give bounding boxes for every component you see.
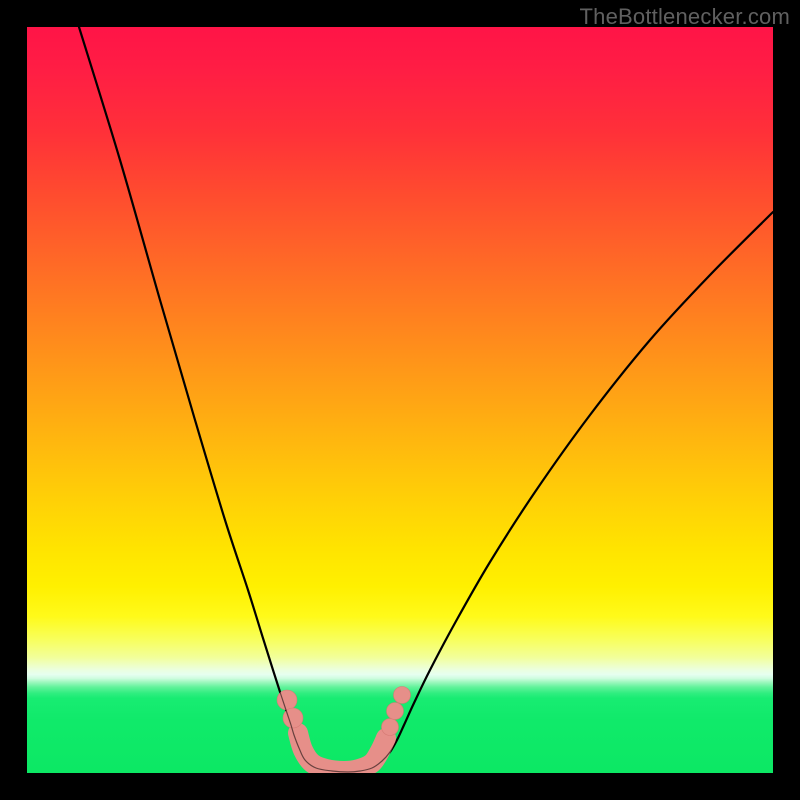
watermark-text: TheBottlenecker.com <box>580 4 790 30</box>
plot-area <box>27 27 773 773</box>
bead-right-2 <box>394 687 411 704</box>
bead-right-1 <box>387 703 404 720</box>
bead-right-0 <box>382 719 399 736</box>
bottleneck-chart <box>0 0 800 800</box>
chart-container: TheBottlenecker.com <box>0 0 800 800</box>
